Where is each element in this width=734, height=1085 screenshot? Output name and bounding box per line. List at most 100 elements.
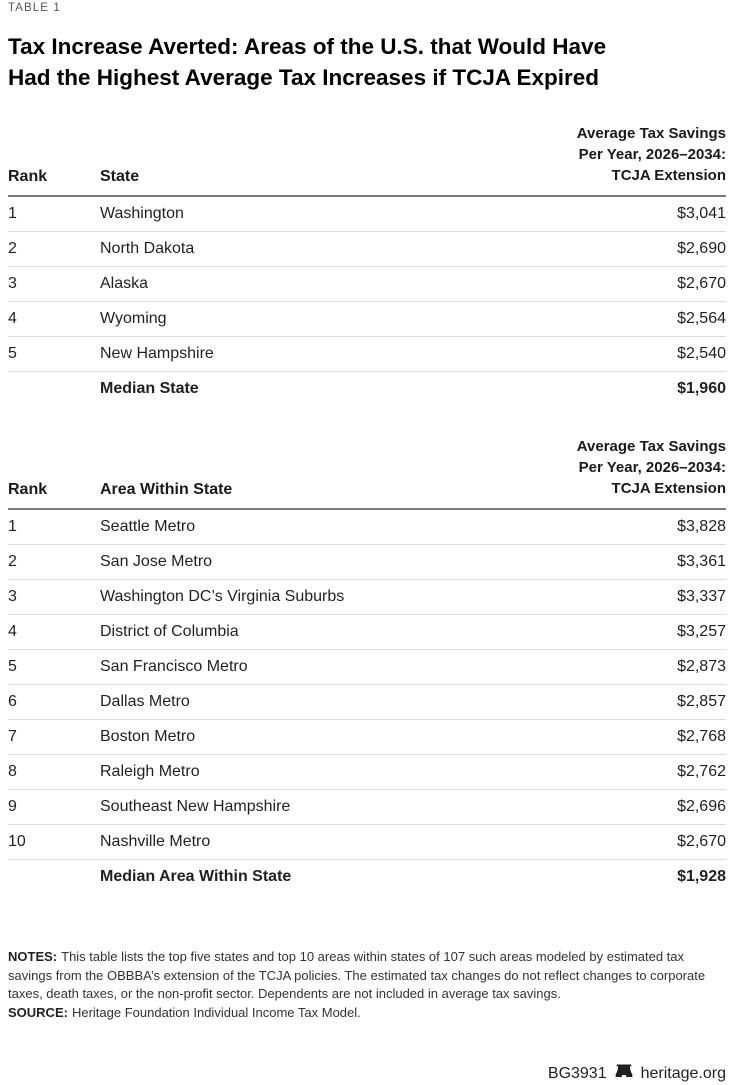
table-row: 3 Washington DC’s Virginia Suburbs $3,337 bbox=[8, 579, 726, 615]
summary-value: $1,960 bbox=[516, 371, 726, 406]
notes: NOTES: This table lists the top five stat… bbox=[8, 948, 726, 1004]
table-row: 5 New Hampshire $2,540 bbox=[8, 336, 726, 372]
rank-cell: 5 bbox=[8, 336, 100, 372]
value-header-line-3: TCJA Extension bbox=[611, 480, 726, 497]
doc-id: BG3931 bbox=[547, 1065, 607, 1082]
name-cell: Raleigh Metro bbox=[100, 754, 516, 790]
name-cell: District of Columbia bbox=[100, 614, 516, 650]
name-cell: Seattle Metro bbox=[100, 518, 196, 535]
table-row: 2 North Dakota $2,690 bbox=[8, 231, 726, 267]
value-header-line-2: Per Year, 2026–2034: bbox=[578, 146, 726, 163]
value-column-header: Average Tax Savings Per Year, 2026–2034:… bbox=[516, 436, 726, 510]
name-cell: San Francisco Metro bbox=[100, 649, 516, 685]
table-kicker: TABLE 1 bbox=[8, 2, 61, 14]
name-cell: Dallas Metro bbox=[100, 684, 516, 720]
name-cell: Wyoming bbox=[100, 301, 516, 337]
value-cell: $3,337 bbox=[516, 579, 726, 615]
summary-label: Median Area Within State bbox=[100, 859, 516, 894]
value-column-header: Average Tax Savings Per Year, 2026–2034:… bbox=[516, 123, 726, 197]
value-cell: $2,690 bbox=[516, 231, 726, 267]
summary-row: Median Area Within State $1,928 bbox=[8, 859, 726, 894]
table-row: 1 Seattle Metro $3,828 bbox=[8, 509, 726, 545]
value-cell: $2,768 bbox=[516, 719, 726, 755]
table-row: 4 District of Columbia $3,257 bbox=[8, 614, 726, 650]
areas-table-body: 1 Seattle Metro $3,828 2 San Jose Metro $3,36… bbox=[8, 509, 726, 860]
page-footer: BG3931 heritage.org bbox=[8, 1064, 726, 1085]
rank-cell: 7 bbox=[8, 719, 100, 755]
site-text: heritage.org bbox=[640, 1065, 726, 1082]
table-row: 6 Dallas Metro $2,857 bbox=[8, 684, 726, 720]
value-cell: $2,696 bbox=[516, 789, 726, 825]
value-cell: $2,670 bbox=[516, 824, 726, 860]
areas-table: Rank Area Within State Average Tax Savin… bbox=[8, 436, 726, 894]
summary-label: Median State bbox=[100, 371, 516, 406]
name-cell: Washington DC’s Virginia Suburbs bbox=[100, 579, 516, 615]
states-table-header-row: Rank State Average Tax Savings Per Year,… bbox=[8, 123, 726, 197]
rank-cell: 5 bbox=[8, 649, 100, 685]
summary-row: Median State $1,960 bbox=[8, 371, 726, 406]
notes-label: NOTES: bbox=[8, 949, 58, 964]
table-row: 10 Nashville Metro $2,670 bbox=[8, 824, 726, 860]
name-cell: Nashville Metro bbox=[100, 824, 516, 860]
summary-value: $1,928 bbox=[516, 859, 726, 894]
area-column-header: Area Within State bbox=[100, 436, 516, 510]
name-cell: Alaska bbox=[100, 266, 516, 302]
rank-cell: 3 bbox=[8, 266, 100, 302]
areas-table-header-row: Rank Area Within State Average Tax Savin… bbox=[8, 436, 726, 510]
rank-cell: 3 bbox=[8, 579, 100, 615]
source: SOURCE: Heritage Foundation Individual In… bbox=[8, 1004, 726, 1023]
value-header-line-3: TCJA Extension bbox=[611, 167, 726, 184]
name-cell: San Jose Metro bbox=[100, 544, 516, 580]
table-row: 3 Alaska $2,670 bbox=[8, 266, 726, 302]
value-cell: $2,873 bbox=[516, 649, 726, 685]
name-cell: Boston Metro bbox=[100, 719, 516, 755]
value-cell: $3,828 bbox=[677, 518, 726, 535]
rank-cell: 2 bbox=[8, 231, 100, 267]
states-table-body: 1 Washington $3,041 2 North Dakota $2,690 3 Ala… bbox=[8, 196, 726, 372]
value-cell: $3,041 bbox=[677, 205, 726, 222]
value-cell: $2,540 bbox=[516, 336, 726, 372]
title-line-1: Tax Increase Averted: Areas of the U.S. … bbox=[8, 34, 607, 59]
rank-cell: 4 bbox=[8, 614, 100, 650]
table-row: 7 Boston Metro $2,768 bbox=[8, 719, 726, 755]
source-label: SOURCE: bbox=[8, 1004, 68, 1020]
rank-cell: 2 bbox=[8, 544, 100, 580]
rank-cell: 1 bbox=[8, 205, 17, 222]
notes-text: This table lists the top five states and… bbox=[8, 949, 706, 1001]
table-row: 8 Raleigh Metro $2,762 bbox=[8, 754, 726, 790]
value-cell: $2,564 bbox=[516, 301, 726, 337]
name-cell: North Dakota bbox=[100, 231, 516, 267]
state-column-header: State bbox=[100, 123, 516, 197]
value-header-line-1: Average Tax Savings bbox=[576, 125, 726, 142]
name-cell: Southeast New Hampshire bbox=[100, 789, 516, 825]
table-row: 9 Southeast New Hampshire $2,696 bbox=[8, 789, 726, 825]
source-text: Heritage Foundation Individual Income Ta… bbox=[71, 1004, 361, 1020]
name-cell: Washington bbox=[100, 205, 184, 222]
rank-column-header: Rank bbox=[8, 436, 100, 510]
title-line-2: Had the Highest Average Tax Increases if… bbox=[8, 65, 600, 90]
table-row: 2 San Jose Metro $3,361 bbox=[8, 544, 726, 580]
rank-cell: 1 bbox=[8, 518, 17, 535]
rank-cell: 6 bbox=[8, 684, 100, 720]
value-header-line-1: Average Tax Savings bbox=[576, 438, 726, 455]
name-cell: New Hampshire bbox=[100, 336, 516, 372]
rank-cell: 9 bbox=[8, 789, 100, 825]
value-cell: $3,257 bbox=[516, 614, 726, 650]
table-row: 1 Washington $3,041 bbox=[8, 196, 726, 232]
value-header-line-2: Per Year, 2026–2034: bbox=[578, 459, 726, 476]
rank-cell: 10 bbox=[8, 824, 100, 860]
rank-cell: 8 bbox=[8, 754, 100, 790]
heritage-bell-icon bbox=[614, 1064, 634, 1085]
table-row: 5 San Francisco Metro $2,873 bbox=[8, 649, 726, 685]
rank-cell bbox=[8, 859, 100, 894]
value-cell: $2,857 bbox=[516, 684, 726, 720]
value-cell: $2,762 bbox=[516, 754, 726, 790]
rank-column-header: Rank bbox=[8, 123, 100, 197]
rank-cell: 4 bbox=[8, 301, 100, 337]
value-cell: $2,670 bbox=[516, 266, 726, 302]
value-cell: $3,361 bbox=[516, 544, 726, 580]
table-row: 4 Wyoming $2,564 bbox=[8, 301, 726, 337]
states-table: Rank State Average Tax Savings Per Year,… bbox=[8, 123, 726, 406]
table-title: Tax Increase Averted: Areas of the U.S. … bbox=[8, 31, 726, 93]
